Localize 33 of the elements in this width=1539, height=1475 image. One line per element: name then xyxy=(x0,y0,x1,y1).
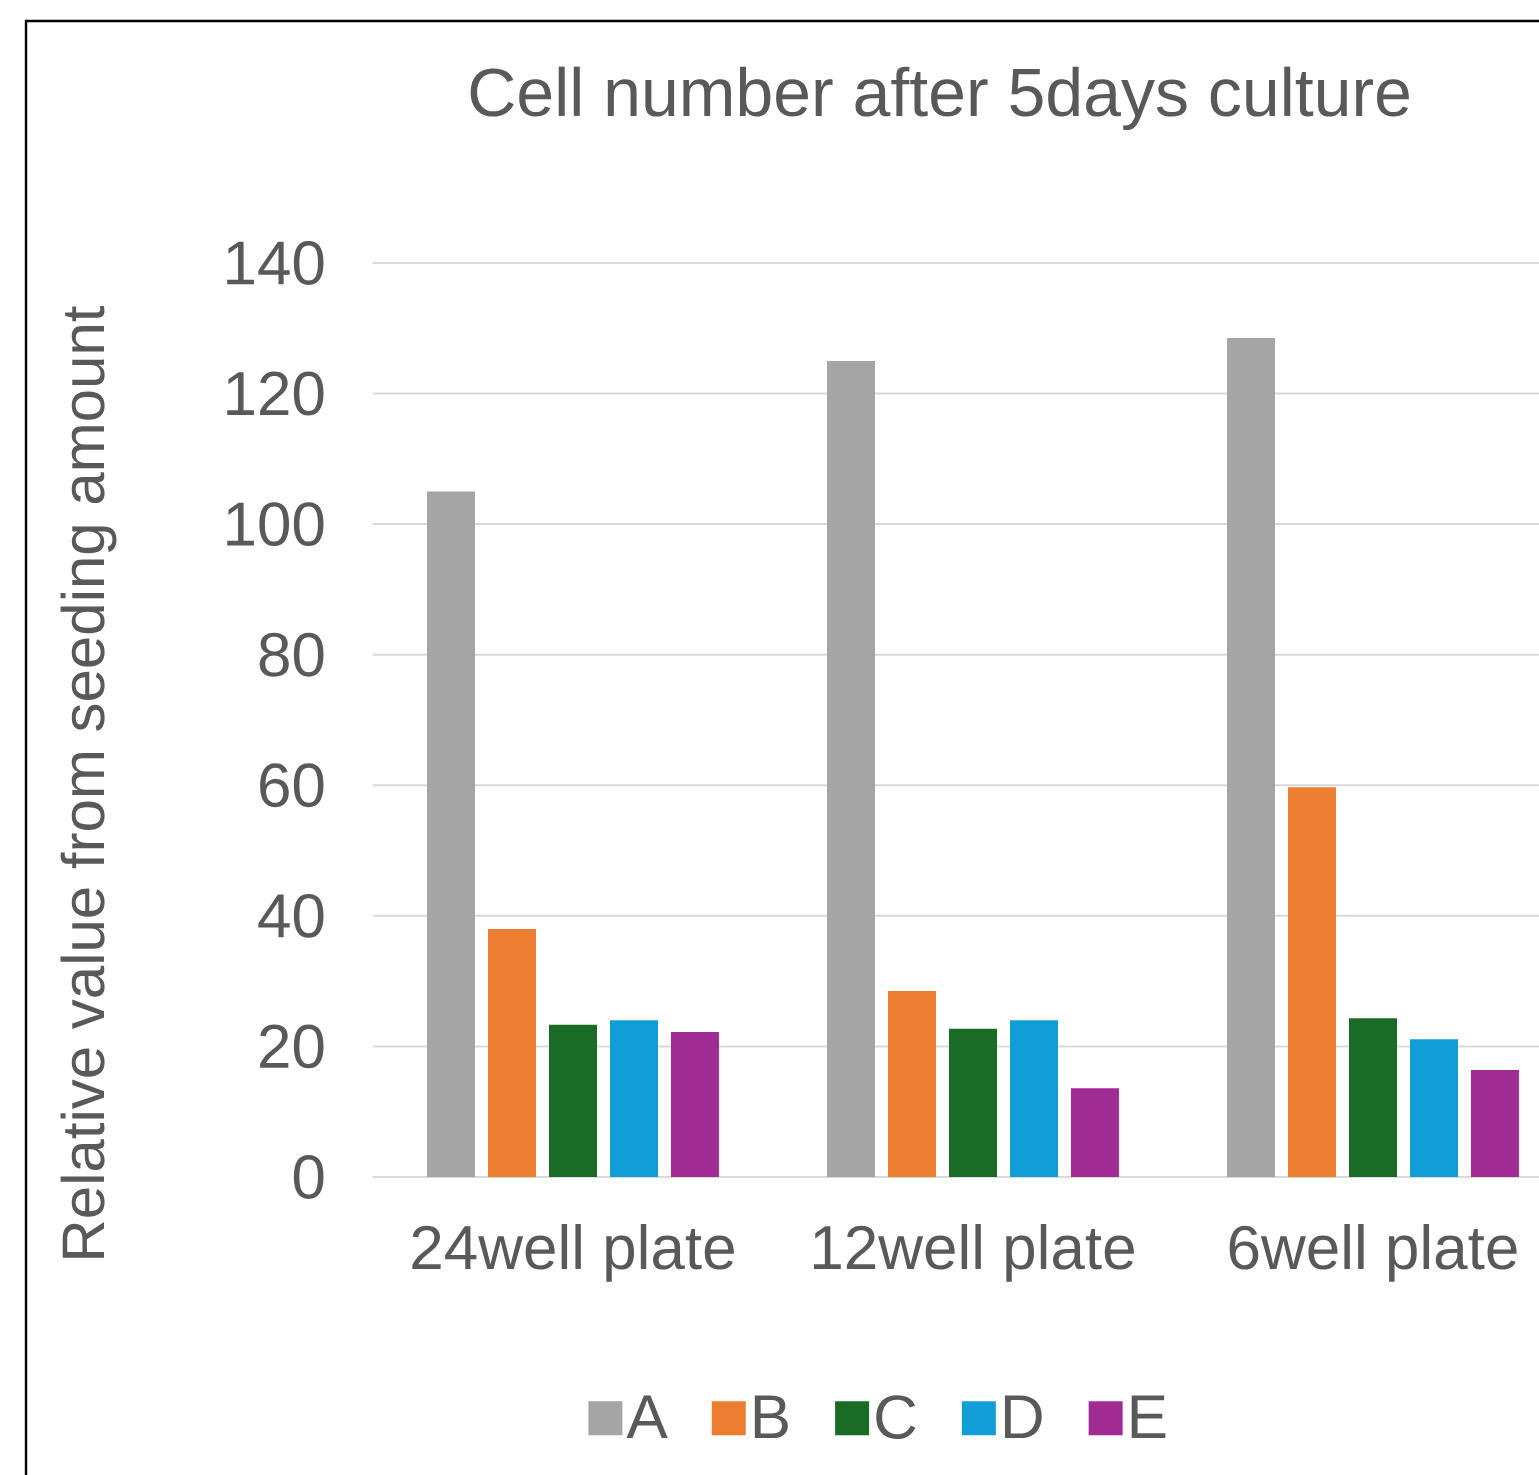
y-tick-label: 20 xyxy=(260,1024,324,1069)
bar xyxy=(610,1020,658,1177)
y-tick-label: 120 xyxy=(227,371,324,416)
bar xyxy=(1288,787,1336,1177)
bar xyxy=(827,360,875,1177)
bar xyxy=(1071,1088,1119,1177)
bar xyxy=(1410,1039,1458,1177)
y-tick-label: 0 xyxy=(293,1155,324,1199)
chart-title: Cell number after 5days culture xyxy=(470,66,1409,131)
y-tick-label: 80 xyxy=(259,632,324,677)
bar xyxy=(888,990,937,1177)
legend-label: E xyxy=(1131,1395,1166,1439)
x-tick-label: 24well plate xyxy=(412,1224,734,1282)
bar xyxy=(1010,1020,1058,1177)
legend-label: C xyxy=(876,1395,916,1440)
bar xyxy=(949,1028,997,1177)
bar xyxy=(671,1032,719,1177)
legend-label: B xyxy=(754,1395,788,1439)
y-tick-label: 140 xyxy=(227,241,324,285)
bar xyxy=(1349,1018,1397,1177)
y-tick-label: 60 xyxy=(260,763,324,808)
legend-label: A xyxy=(626,1395,668,1439)
bar xyxy=(488,928,536,1177)
y-tick-label: 40 xyxy=(258,893,324,938)
bar xyxy=(427,491,475,1177)
x-tick-label: 12well plate xyxy=(814,1224,1134,1282)
x-tick-label: 6well plate xyxy=(1229,1224,1517,1282)
y-axis-title: Relative value from seeding amount xyxy=(60,306,117,1258)
y-tick-label: 100 xyxy=(227,502,324,547)
bar xyxy=(1227,338,1275,1177)
legend-label: D xyxy=(1004,1395,1042,1439)
bar xyxy=(1471,1069,1519,1177)
bar xyxy=(549,1024,597,1177)
